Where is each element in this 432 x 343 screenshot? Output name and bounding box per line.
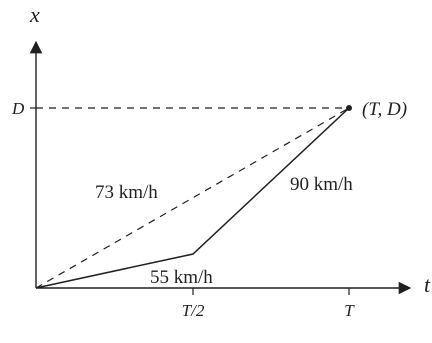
average-velocity-line	[35, 107, 350, 289]
average-speed-label: 73 km/h	[95, 182, 158, 203]
first-segment-speed-label: 55 km/h	[150, 267, 213, 288]
y-axis-label: x	[29, 2, 40, 27]
y-tick-label-d: D	[11, 99, 25, 118]
x-tick-label-full: T	[344, 301, 355, 320]
endpoint-dot	[346, 105, 352, 111]
endpoint-label: (T, D)	[362, 99, 407, 120]
x-axis-label: t	[424, 272, 431, 297]
x-tick-label-half: T/2	[182, 301, 205, 320]
second-segment-speed-label: 90 km/h	[290, 174, 353, 195]
motion-path	[35, 107, 350, 289]
